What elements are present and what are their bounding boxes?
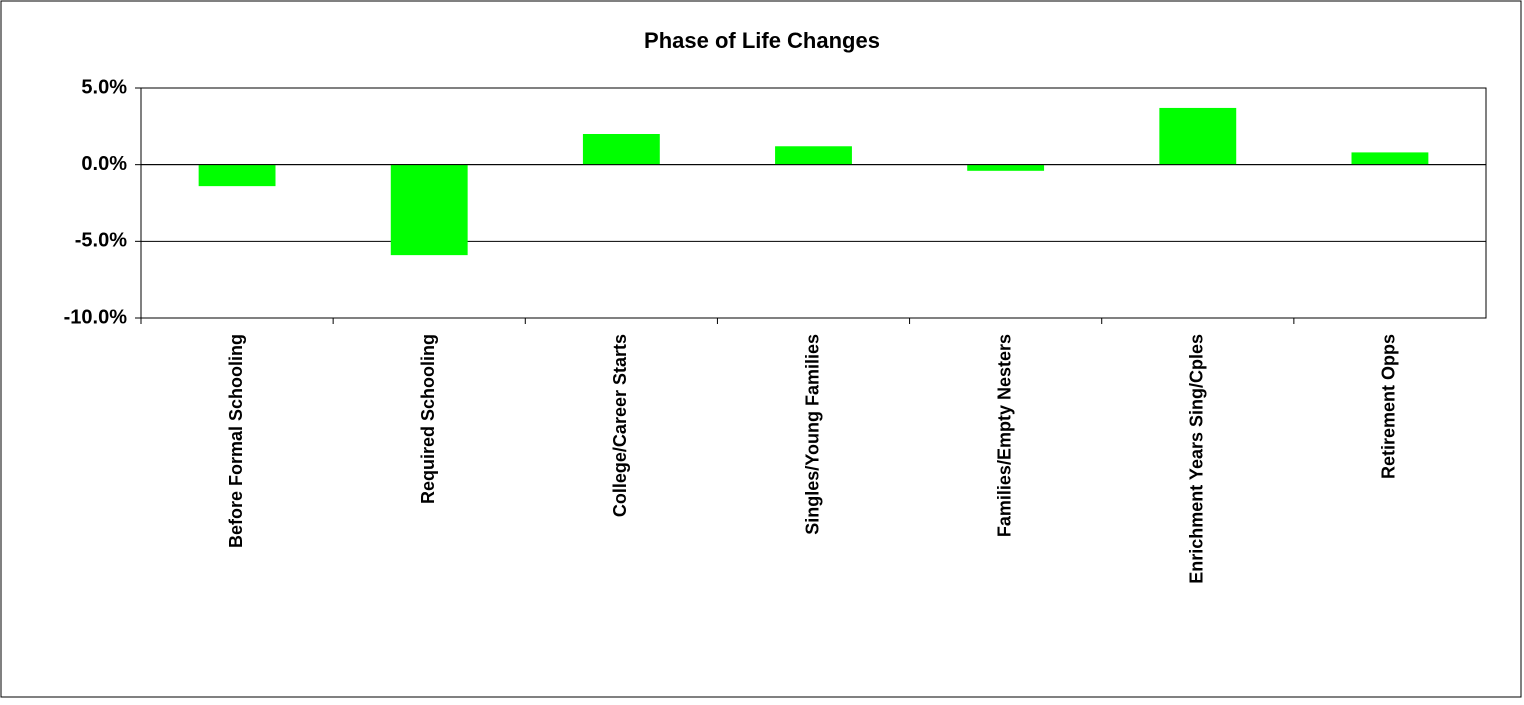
y-tick-label: 0.0% (81, 153, 127, 175)
y-tick-label: -5.0% (75, 230, 127, 252)
chart-title: Phase of Life Changes (644, 28, 880, 53)
x-tick-label: Enrichment Years Sing/Cples (1187, 334, 1207, 584)
x-tick-label: Required Schooling (418, 334, 438, 504)
x-tick-label: College/Career Starts (610, 334, 630, 517)
bar (198, 164, 276, 187)
bar (775, 146, 852, 165)
bar (582, 134, 660, 165)
x-tick-label: Families/Empty Nesters (994, 334, 1014, 537)
x-tick-label: Singles/Young Families (802, 334, 822, 535)
bar (390, 164, 468, 256)
y-tick-label: 5.0% (81, 76, 127, 98)
plot-area (140, 87, 1487, 319)
y-tick-label: -10.0% (64, 306, 128, 328)
bar (967, 164, 1045, 171)
bar (1351, 152, 1429, 165)
x-tick-label: Before Formal Schooling (226, 334, 246, 548)
x-tick-label: Retirement Opps (1379, 334, 1399, 479)
bar (1159, 107, 1237, 165)
